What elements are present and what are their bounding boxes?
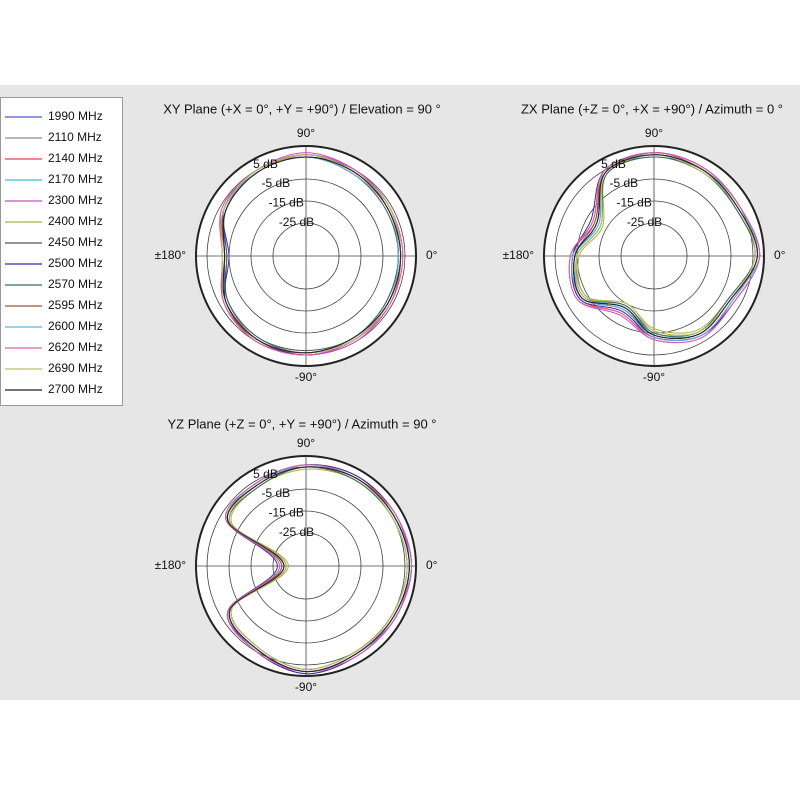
pattern-curve: [226, 466, 410, 673]
r-tick-label: -5 dB: [610, 176, 639, 190]
angle-label: 90°: [645, 126, 663, 140]
r-tick-label: -25 dB: [627, 215, 662, 229]
r-tick-label: -25 dB: [279, 525, 314, 539]
legend-label: 2140 MHz: [48, 151, 103, 165]
angle-label: 0°: [426, 248, 438, 262]
angle-label: -90°: [643, 370, 665, 384]
r-tick-label: -15 dB: [616, 196, 651, 210]
legend-box: [0, 97, 123, 406]
r-tick-label: -5 dB: [262, 486, 291, 500]
legend-label: 2450 MHz: [48, 235, 103, 249]
pattern-curve: [222, 156, 402, 354]
angle-label: ±180°: [503, 248, 535, 262]
angle-label: -90°: [295, 370, 317, 384]
legend-label: 2690 MHz: [48, 361, 103, 375]
r-tick-label: -25 dB: [279, 215, 314, 229]
legend-label: 2570 MHz: [48, 277, 103, 291]
angle-label: 0°: [774, 248, 786, 262]
r-tick-label: 5 dB: [601, 157, 626, 171]
r-tick-label: -15 dB: [268, 196, 303, 210]
r-tick-label: 5 dB: [253, 157, 278, 171]
angle-label: 0°: [426, 558, 438, 572]
legend-label: 2110 MHz: [48, 130, 102, 144]
legend-label: 2595 MHz: [48, 298, 103, 312]
angle-label: 90°: [297, 436, 315, 450]
legend-label: 2600 MHz: [48, 319, 103, 333]
legend-label: 1990 MHz: [48, 109, 103, 123]
r-tick-label: -5 dB: [262, 176, 291, 190]
angle-label: ±180°: [155, 558, 187, 572]
legend-label: 2500 MHz: [48, 256, 103, 270]
pattern-curve: [575, 154, 756, 336]
legend-label: 2620 MHz: [48, 340, 103, 354]
legend-label: 2700 MHz: [48, 382, 103, 396]
r-tick-label: 5 dB: [253, 467, 278, 481]
legend-label: 2400 MHz: [48, 214, 103, 228]
chart-title: YZ Plane (+Z = 0°, +Y = +90°) / Azimuth …: [167, 416, 436, 431]
chart-title: ZX Plane (+Z = 0°, +X = +90°) / Azimuth …: [521, 101, 783, 116]
pattern-curve: [568, 152, 761, 344]
legend-label: 2300 MHz: [48, 193, 103, 207]
pattern-curve: [573, 154, 758, 340]
r-tick-label: -15 dB: [268, 506, 303, 520]
angle-label: -90°: [295, 680, 317, 694]
angle-label: ±180°: [155, 248, 187, 262]
chart-title: XY Plane (+X = 0°, +Y = +90°) / Elevatio…: [163, 101, 440, 116]
angle-label: 90°: [297, 126, 315, 140]
legend-label: 2170 MHz: [48, 172, 103, 186]
